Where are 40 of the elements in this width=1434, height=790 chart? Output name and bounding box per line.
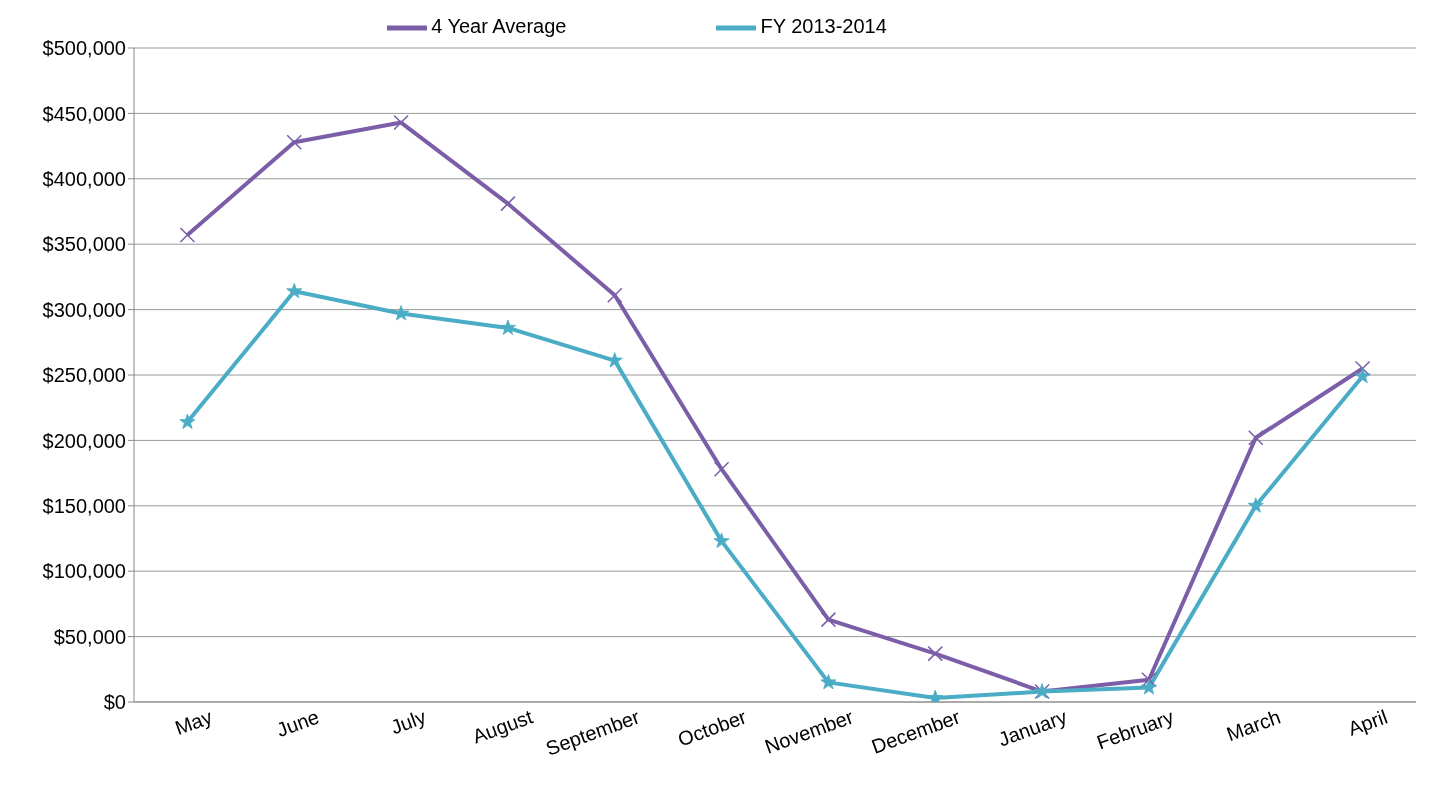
- y-tick-label: $0: [103, 691, 126, 714]
- legend-label: 4 Year Average: [431, 15, 567, 38]
- point: [607, 287, 623, 303]
- x-tick-label: August: [469, 705, 537, 748]
- x-tick-label: May: [172, 705, 216, 740]
- point: [179, 227, 196, 243]
- point: [1140, 679, 1157, 695]
- y-tick-label: $450,000: [42, 102, 126, 125]
- x-tick-label: July: [387, 705, 429, 739]
- point: [820, 673, 837, 690]
- point: [179, 413, 196, 429]
- y-tick-label: $200,000: [42, 429, 126, 452]
- point: [286, 134, 302, 150]
- point: [713, 461, 730, 477]
- point: [286, 282, 303, 299]
- point: [393, 114, 409, 131]
- point: [820, 611, 837, 628]
- y-tick-label: $150,000: [42, 494, 126, 517]
- legend-label: FY 2013-2014: [760, 15, 887, 38]
- y-tick-label: $50,000: [53, 625, 126, 648]
- point: [499, 319, 516, 335]
- point: [1247, 497, 1264, 513]
- point: [713, 532, 730, 548]
- x-tick-label: January: [995, 705, 1070, 751]
- y-tick-label: $100,000: [42, 560, 126, 583]
- x-tick-label: April: [1345, 705, 1391, 740]
- point: [927, 645, 943, 662]
- x-tick-label: October: [674, 705, 750, 751]
- y-tick-label: $250,000: [42, 364, 126, 387]
- x-tick-label: June: [273, 705, 322, 742]
- y-tick-label: $300,000: [42, 298, 126, 321]
- point: [393, 305, 410, 321]
- y-tick-label: $500,000: [42, 37, 126, 60]
- y-tick-label: $400,000: [42, 167, 126, 190]
- point: [500, 195, 516, 212]
- point: [1354, 360, 1371, 377]
- x-tick-label: March: [1223, 705, 1284, 746]
- point: [1354, 367, 1371, 384]
- point: [1248, 430, 1264, 446]
- y-tick-label: $350,000: [42, 233, 126, 256]
